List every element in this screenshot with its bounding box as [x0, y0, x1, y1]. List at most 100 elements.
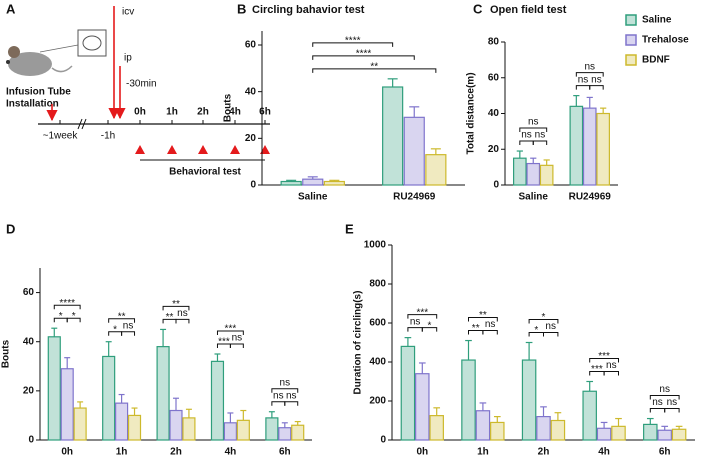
- significance-bracket: [519, 140, 534, 146]
- bar: [403, 116, 425, 186]
- bar: [280, 180, 302, 186]
- y-tick-label: 200: [369, 396, 386, 407]
- significance-label: **: [370, 61, 378, 72]
- significance-label: *: [542, 312, 546, 323]
- panel: B Circling bahavior test Bouts 0 20 40 60 Salin…: [223, 1, 465, 203]
- bar: [73, 407, 87, 441]
- significance-label: ns: [273, 390, 284, 401]
- y-tick-label: 800: [369, 279, 386, 290]
- chart-title: Open field test: [490, 4, 567, 16]
- significance-bracket: [649, 395, 680, 400]
- x-tick-label: 4h: [598, 447, 610, 458]
- x-tick-label: RU24969: [393, 192, 436, 203]
- bar: [671, 428, 687, 441]
- timeline-label: 4h: [229, 107, 241, 118]
- significance-label: ****: [356, 48, 372, 59]
- pointer: [39, 44, 79, 53]
- bar: [156, 346, 170, 441]
- y-tick-label: 60: [245, 40, 257, 51]
- legend-label: Saline: [642, 15, 672, 26]
- bar: [382, 86, 404, 186]
- x-tick-label: 2h: [170, 447, 182, 458]
- y-tick-label: 20: [23, 385, 35, 396]
- significance-bracket: [407, 327, 423, 332]
- bar: [278, 427, 292, 441]
- bar: [169, 409, 183, 441]
- y-tick-label: 60: [23, 287, 35, 298]
- significance-label: ***: [598, 351, 610, 362]
- legend-swatch: [625, 54, 637, 66]
- significance-label: ***: [225, 324, 237, 335]
- significance-label: ns: [584, 61, 595, 72]
- significance-label: *: [113, 324, 117, 335]
- legend-swatch: [625, 34, 637, 46]
- x-tick-label: 6h: [659, 447, 671, 458]
- x-tick-label: 1h: [116, 447, 128, 458]
- bar: [425, 154, 447, 186]
- significance-bracket: [121, 331, 136, 336]
- y-tick-label: 20: [488, 144, 500, 155]
- timeline-label: 6h: [259, 107, 271, 118]
- significance-bracket: [532, 140, 548, 146]
- y-tick-label: 1000: [364, 240, 387, 251]
- brain-icon: [82, 35, 102, 51]
- significance-bracket: [589, 85, 604, 90]
- significance-bracket: [229, 343, 244, 348]
- significance-bracket: [575, 72, 604, 77]
- panel-letter: D: [6, 221, 15, 236]
- significance-label: ****: [59, 298, 75, 309]
- significance-bracket: [162, 305, 190, 311]
- timeline-label: ~1week: [43, 131, 79, 142]
- significance-bracket: [271, 388, 299, 393]
- legend-label: BDNF: [642, 55, 670, 66]
- bar: [582, 107, 597, 186]
- test-marker: [198, 145, 208, 154]
- bar: [127, 414, 142, 441]
- significance-label: *: [72, 311, 76, 322]
- significance-bracket: [603, 371, 619, 376]
- mouse-body: [8, 52, 52, 76]
- significance-label: ns: [667, 397, 678, 408]
- installation-label: Infusion Tube: [6, 87, 71, 98]
- bar: [596, 112, 610, 186]
- x-tick-label: 4h: [225, 447, 237, 458]
- bar: [657, 429, 672, 441]
- bar: [400, 345, 416, 441]
- y-tick-label: 80: [488, 37, 500, 48]
- significance-bracket: [664, 408, 680, 413]
- installation-label: Installation: [6, 99, 59, 110]
- significance-label: ns: [177, 308, 188, 319]
- significance-label: ****: [345, 35, 361, 46]
- time-label: -30min: [126, 79, 157, 90]
- bar: [415, 373, 430, 441]
- significance-label: ns: [280, 377, 291, 388]
- bar: [223, 422, 237, 441]
- y-tick-label: 0: [493, 180, 499, 191]
- significance-label: ns: [286, 390, 297, 401]
- y-tick-label: 0: [380, 435, 386, 446]
- panel: C Open field test Total distance(m) 0 20 40 60…: [466, 1, 689, 202]
- bar: [115, 402, 129, 441]
- x-tick-label: RU24969: [569, 192, 612, 203]
- bar: [182, 417, 196, 441]
- bar: [461, 359, 476, 441]
- bar: [210, 360, 225, 441]
- significance-label: **: [118, 311, 126, 322]
- x-tick-label: 0h: [416, 447, 428, 458]
- bar: [302, 178, 324, 186]
- significance-bracket: [284, 401, 299, 406]
- significance-label: ***: [591, 364, 603, 375]
- bar: [596, 427, 612, 441]
- y-tick-label: 40: [23, 336, 35, 347]
- y-tick-label: 600: [369, 318, 386, 329]
- bar: [102, 355, 116, 441]
- significance-bracket: [53, 304, 81, 310]
- y-axis-label: Bouts: [223, 93, 234, 122]
- significance-label: ns: [659, 384, 670, 395]
- y-tick-label: 40: [488, 108, 500, 119]
- y-tick-label: 20: [245, 133, 257, 144]
- x-tick-label: 1h: [477, 447, 489, 458]
- bar: [526, 162, 541, 186]
- x-tick-label: 6h: [279, 447, 291, 458]
- timeline-ticks: ~1week -1h 0h 1h 2h 4h 6h: [43, 107, 271, 154]
